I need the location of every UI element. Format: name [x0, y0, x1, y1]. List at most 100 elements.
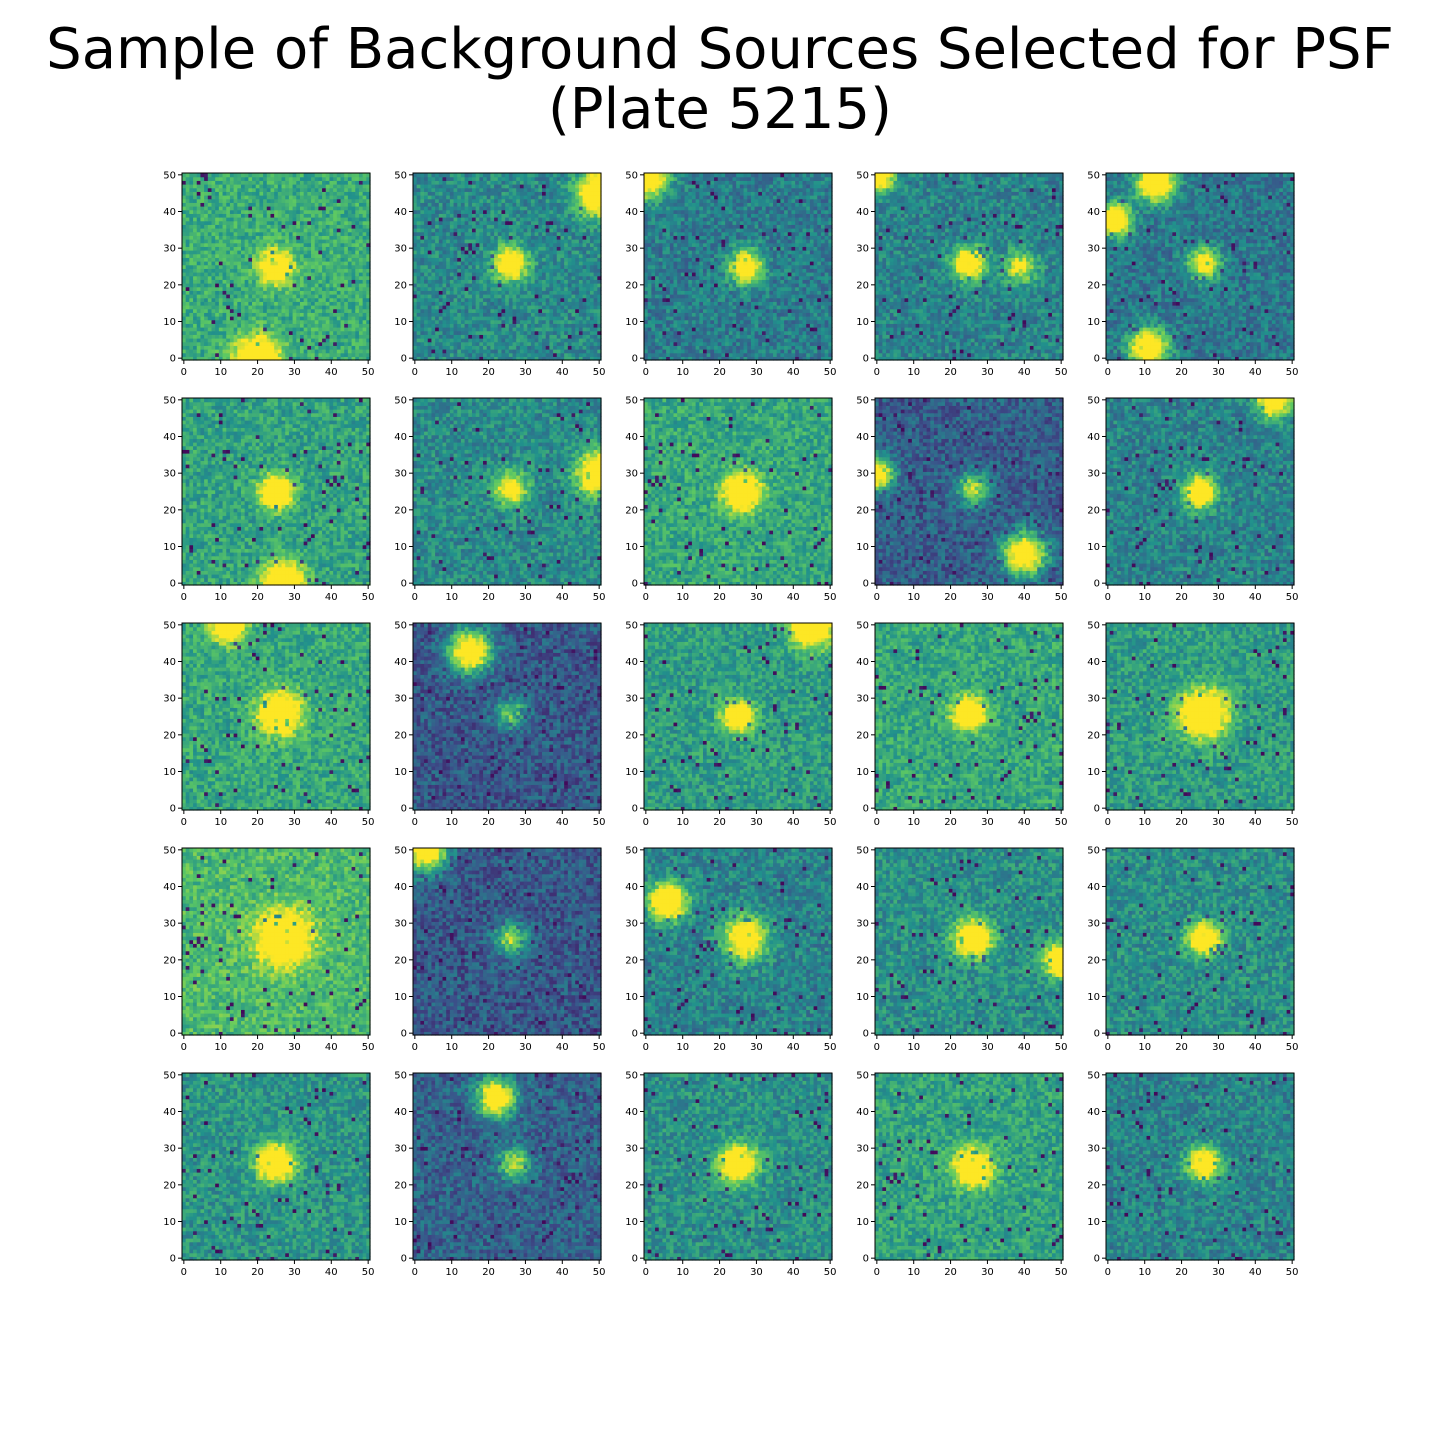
pixel-cell	[472, 323, 476, 327]
pixel-cell	[520, 294, 524, 298]
pixel-cell	[197, 301, 201, 305]
pixel-cell	[450, 224, 454, 228]
pixel-cell	[189, 327, 193, 331]
pixel-cell	[560, 283, 564, 287]
pixel-cell	[348, 177, 352, 181]
pixel-cell	[197, 202, 201, 206]
pixel-cell	[186, 184, 190, 188]
pixel-cell	[263, 323, 267, 327]
pixel-cell	[546, 320, 550, 324]
pixel-cell	[490, 327, 494, 331]
pixel-cell	[285, 213, 289, 217]
pixel-cell	[413, 210, 417, 214]
pixel-cell	[564, 217, 568, 221]
pixel-cell	[215, 276, 219, 280]
pixel-cell	[307, 305, 311, 309]
pixel-cell	[333, 272, 337, 276]
pixel-cell	[186, 188, 190, 192]
pixel-cell	[446, 239, 450, 243]
pixel-cell	[509, 195, 513, 199]
pixel-cell	[428, 191, 432, 195]
pixel-cell	[439, 342, 443, 346]
pixel-cell	[256, 184, 260, 188]
pixel-cell	[472, 202, 476, 206]
pixel-cell	[189, 210, 193, 214]
pixel-cell	[355, 312, 359, 316]
pixel-cell	[520, 254, 524, 258]
pixel-cell	[428, 320, 432, 324]
pixel-cell	[259, 246, 263, 250]
pixel-cell	[546, 213, 550, 217]
pixel-cell	[527, 290, 531, 294]
pixel-cell	[270, 309, 274, 313]
pixel-cell	[329, 287, 333, 291]
pixel-cell	[363, 338, 367, 342]
pixel-cell	[333, 246, 337, 250]
pixel-cell	[531, 235, 535, 239]
pixel-cell	[267, 349, 271, 353]
pixel-cell	[501, 221, 505, 225]
pixel-cell	[252, 331, 256, 335]
pixel-cell	[575, 217, 579, 221]
pixel-cell	[189, 246, 193, 250]
pixel-cell	[413, 250, 417, 254]
pixel-cell	[311, 298, 315, 302]
pixel-cell	[501, 210, 505, 214]
pixel-cell	[472, 246, 476, 250]
pixel-cell	[193, 268, 197, 272]
pixel-cell	[501, 353, 505, 357]
pixel-cell	[479, 331, 483, 335]
pixel-cell	[431, 316, 435, 320]
pixel-cell	[461, 195, 465, 199]
pixel-cell	[538, 312, 542, 316]
pixel-cell	[579, 235, 583, 239]
pixel-cell	[285, 246, 289, 250]
pixel-cell	[189, 287, 193, 291]
pixel-cell	[516, 349, 520, 353]
pixel-cell	[472, 290, 476, 294]
pixel-cell	[498, 206, 502, 210]
pixel-cell	[256, 272, 260, 276]
pixel-cell	[204, 290, 208, 294]
pixel-cell	[237, 323, 241, 327]
pixel-cell	[219, 257, 223, 261]
pixel-cell	[300, 239, 304, 243]
pixel-cell	[293, 191, 297, 195]
pixel-cell	[483, 221, 487, 225]
pixel-cell	[546, 349, 550, 353]
pixel-cell	[494, 316, 498, 320]
pixel-cell	[278, 320, 282, 324]
pixel-cell	[289, 243, 293, 247]
pixel-cell	[204, 239, 208, 243]
pixel-cell	[282, 312, 286, 316]
pixel-cell	[289, 268, 293, 272]
pixel-cell	[428, 213, 432, 217]
pixel-cell	[337, 173, 341, 177]
pixel-cell	[428, 210, 432, 214]
pixel-cell	[586, 305, 590, 309]
pixel-cell	[193, 217, 197, 221]
pixel-cell	[590, 254, 594, 258]
pixel-cell	[428, 279, 432, 283]
pixel-cell	[575, 287, 579, 291]
pixel-cell	[575, 353, 579, 357]
pixel-cell	[189, 228, 193, 232]
pixel-cell	[274, 320, 278, 324]
pixel-cell	[579, 195, 583, 199]
pixel-cell	[472, 265, 476, 269]
pixel-cell	[590, 279, 594, 283]
pixel-cell	[498, 210, 502, 214]
pixel-cell	[564, 353, 568, 357]
pixel-cell	[557, 254, 561, 258]
pixel-cell	[267, 345, 271, 349]
pixel-cell	[270, 173, 274, 177]
pixel-cell	[542, 206, 546, 210]
pixel-cell	[189, 345, 193, 349]
pixel-cell	[549, 279, 553, 283]
pixel-cell	[498, 305, 502, 309]
pixel-cell	[285, 177, 289, 181]
pixel-cell	[520, 349, 524, 353]
pixel-cell	[535, 331, 539, 335]
pixel-cell	[572, 327, 576, 331]
pixel-cell	[439, 254, 443, 258]
